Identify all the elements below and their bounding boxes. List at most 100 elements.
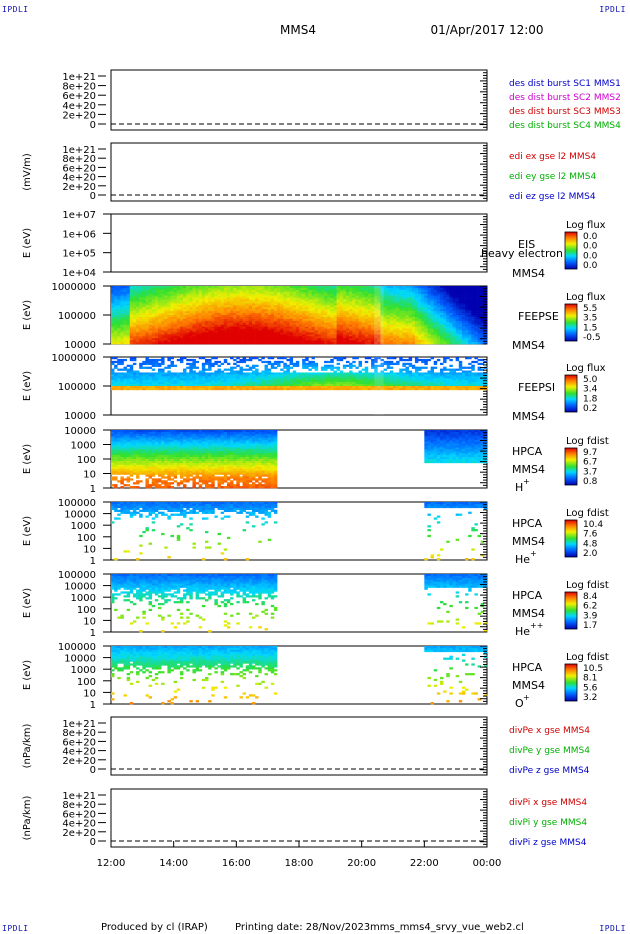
spectrogram-cell bbox=[289, 362, 294, 366]
spectrogram-cell bbox=[186, 330, 190, 333]
spectrogram-cell bbox=[129, 386, 134, 389]
spectrogram-cell bbox=[396, 303, 400, 306]
spectrogram-cell bbox=[349, 342, 353, 345]
spectrogram-cell bbox=[120, 380, 124, 383]
spectrogram-cell bbox=[342, 303, 347, 306]
spectrogram-cell bbox=[255, 307, 259, 310]
spectrogram-cell bbox=[414, 311, 419, 314]
spectrogram-cell bbox=[311, 364, 315, 367]
spectrogram-cell bbox=[139, 338, 143, 341]
spectrogram-cell bbox=[324, 324, 328, 327]
spectrogram-cell bbox=[261, 315, 265, 318]
spectrogram-cell bbox=[270, 336, 275, 339]
spectrogram-cell bbox=[286, 342, 290, 345]
spectrogram-cell bbox=[270, 328, 275, 331]
spectrogram-cell bbox=[483, 342, 488, 345]
spectrogram-cell bbox=[399, 324, 403, 327]
spectrogram-cell bbox=[483, 322, 488, 325]
spectrogram-cell bbox=[151, 368, 156, 371]
spectrogram-cell bbox=[239, 315, 243, 318]
spectrogram-cell bbox=[468, 338, 472, 341]
spectrogram-cell bbox=[292, 320, 297, 324]
spectrogram-cell bbox=[277, 309, 281, 312]
spectrogram-cell bbox=[198, 309, 203, 312]
spectrogram-cell bbox=[358, 336, 362, 339]
spectrogram-cell bbox=[477, 289, 482, 293]
spectrogram-cell bbox=[280, 311, 284, 314]
spectrogram-cell bbox=[283, 311, 287, 314]
spectrogram-cell bbox=[424, 307, 428, 310]
spectrogram-cell bbox=[208, 286, 212, 289]
spectrogram-cell bbox=[436, 334, 441, 337]
spectrogram-cell bbox=[139, 287, 143, 291]
spectrogram-cell bbox=[399, 387, 403, 391]
spectrogram-cell bbox=[411, 334, 416, 337]
spectrogram-cell bbox=[123, 328, 127, 331]
spectrogram-cell bbox=[179, 378, 184, 381]
spectrogram-cell bbox=[317, 328, 322, 331]
spectrogram-cell bbox=[374, 332, 378, 335]
spectrogram-cell bbox=[132, 332, 137, 335]
spectrogram-cell bbox=[186, 374, 190, 377]
spectrogram-cell bbox=[380, 330, 384, 333]
spectrogram-cell bbox=[161, 291, 165, 295]
spectrogram-cell bbox=[261, 299, 265, 302]
spectrogram-cell bbox=[258, 287, 262, 291]
spectrogram-cell bbox=[226, 315, 231, 318]
spectrogram-cell bbox=[139, 309, 143, 312]
spectrogram-cell bbox=[320, 311, 325, 314]
spectrogram-cell bbox=[139, 293, 143, 296]
spectrogram-cell bbox=[223, 384, 228, 387]
spectrogram-cell bbox=[327, 324, 331, 327]
spectrogram-cell bbox=[377, 378, 381, 381]
spectrogram-cell bbox=[361, 387, 366, 391]
spectrogram-cell bbox=[179, 357, 184, 360]
spectrogram-cell bbox=[349, 366, 353, 369]
spectrogram-cell bbox=[402, 384, 406, 387]
spectrogram-cell bbox=[189, 289, 193, 293]
spectrogram-cell bbox=[320, 307, 325, 310]
spectrogram-cell bbox=[223, 315, 228, 318]
spectrogram-cell bbox=[405, 374, 409, 377]
spectrogram-cell bbox=[136, 382, 140, 385]
spectrogram-cell bbox=[230, 301, 234, 304]
spectrogram-cell bbox=[336, 293, 341, 296]
spectrogram-cell bbox=[148, 362, 153, 366]
spectrogram-cell bbox=[173, 299, 178, 302]
spectrogram-cell bbox=[424, 305, 428, 308]
spectrogram-cell bbox=[386, 357, 391, 360]
spectrogram-cell bbox=[292, 307, 297, 310]
spectrogram-cell bbox=[217, 382, 221, 385]
spectrogram-cell bbox=[399, 384, 403, 387]
spectrogram-cell bbox=[167, 372, 171, 375]
spectrogram-cell bbox=[477, 332, 482, 335]
spectrogram-cell bbox=[173, 289, 178, 293]
spectrogram-cell bbox=[320, 313, 325, 316]
spectrogram-cell bbox=[148, 324, 153, 327]
spectrogram-cell bbox=[330, 387, 334, 391]
spectrogram-cell bbox=[418, 336, 422, 339]
spectrogram-cell bbox=[120, 368, 124, 371]
spectrogram-cell bbox=[352, 307, 356, 310]
spectrogram-cell bbox=[233, 289, 237, 293]
spectrogram-cell bbox=[436, 307, 441, 310]
spectrogram-cell bbox=[299, 334, 303, 337]
spectrogram-cell bbox=[367, 309, 372, 312]
spectrogram-cell bbox=[164, 287, 168, 291]
spectrogram-cell bbox=[192, 382, 196, 385]
spectrogram-cell bbox=[455, 316, 460, 320]
spectrogram-cell bbox=[186, 362, 190, 366]
spectrogram-cell bbox=[120, 286, 124, 289]
spectrogram-cell bbox=[477, 299, 482, 302]
spectrogram-cell bbox=[299, 380, 303, 383]
spectrogram-cell bbox=[142, 289, 146, 293]
spectrogram-cell bbox=[383, 338, 388, 341]
spectrogram-cell bbox=[455, 313, 460, 316]
spectrogram-cell bbox=[211, 378, 215, 381]
instrument-label: EIS bbox=[518, 238, 535, 251]
spectrogram-cell bbox=[233, 293, 237, 296]
spectrogram-cell bbox=[189, 370, 193, 373]
spectrogram-cell bbox=[123, 309, 127, 312]
spectrogram-cell bbox=[220, 299, 225, 302]
spectrogram-cell bbox=[195, 301, 200, 304]
